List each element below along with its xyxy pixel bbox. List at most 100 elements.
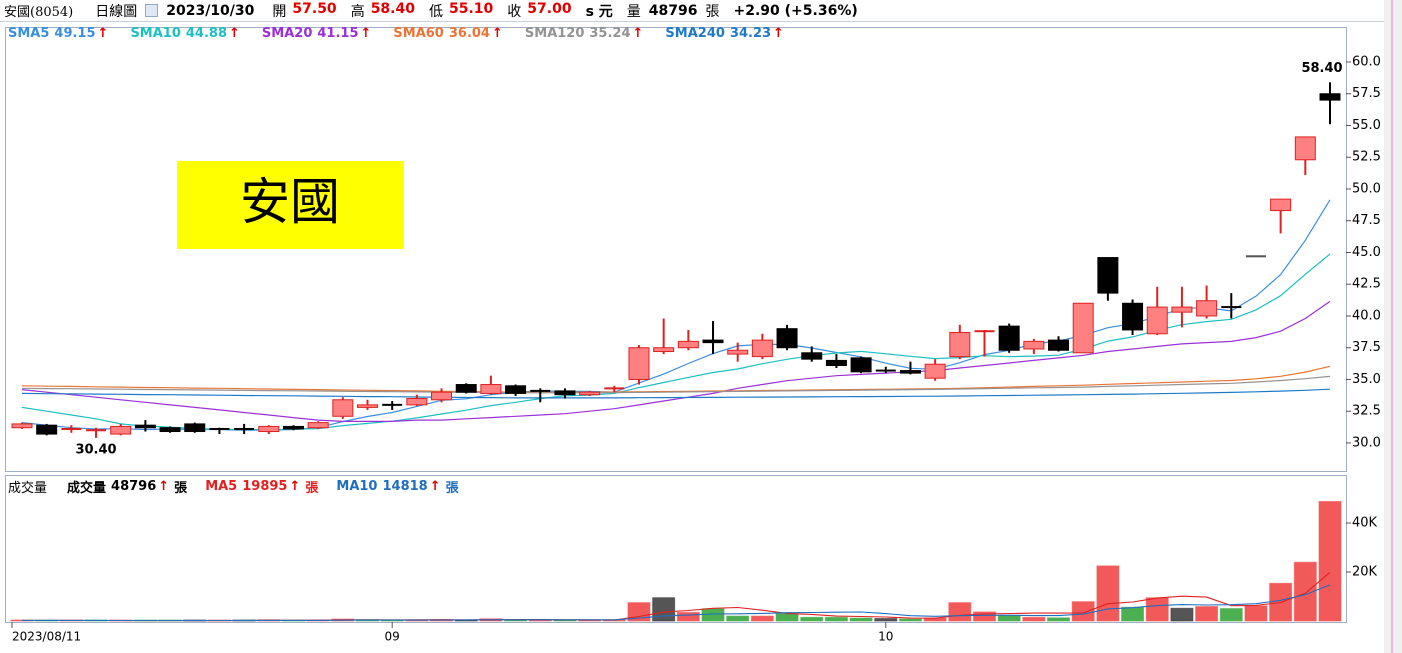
legend-value: 19895: [242, 479, 288, 494]
volume-label: 量: [626, 3, 641, 20]
scrollbar[interactable]: [1384, 0, 1402, 653]
x-tick-label: 10: [878, 630, 893, 644]
change: +2.90 (+5.36%): [733, 2, 858, 19]
sma-line: [21, 199, 1331, 431]
volume-unit: 張: [705, 3, 720, 20]
candle-body: [727, 349, 749, 355]
candle-body: [1146, 306, 1168, 335]
y-tick-label: 60.0: [1352, 55, 1381, 70]
checkbox[interactable]: [145, 4, 159, 17]
y-tick-label: 35.0: [1352, 372, 1381, 387]
legend-unit: 張: [305, 481, 319, 496]
date: 2023/10/30: [166, 2, 255, 19]
volume-bar: [775, 613, 799, 622]
legend-name: 成交量: [67, 481, 107, 496]
high-label: 58.40: [1301, 61, 1342, 76]
candle-body: [702, 339, 724, 344]
candle-body: [1171, 306, 1193, 313]
candle-body: [1072, 302, 1094, 354]
candle-body: [998, 325, 1020, 351]
candle-body: [307, 422, 329, 429]
legend-item[interactable]: 成交量 48796 ↑ 張: [67, 477, 187, 496]
legend-item[interactable]: SMA120 35.24 ↑: [525, 26, 644, 41]
legend-value: 14818: [382, 479, 428, 494]
candle-body: [801, 352, 823, 360]
volume-bar: [824, 616, 848, 622]
candle-body: [899, 370, 921, 374]
volume-bar: [997, 615, 1021, 622]
candle-body: [505, 385, 527, 394]
legend-name: MA10: [336, 479, 378, 494]
y-tick-label: 57.5: [1352, 86, 1381, 101]
volume-ma-line: [22, 584, 1331, 622]
legend-value: 35.24: [589, 26, 631, 41]
legend-arrow: ↑: [158, 479, 170, 494]
candle-body: [159, 427, 181, 433]
quote-field: 開 57.50: [272, 1, 336, 21]
legend-item[interactable]: MA10 14818 ↑ 張: [336, 477, 458, 496]
candle-body: [282, 425, 304, 430]
candle-body: [1270, 198, 1292, 212]
candle-body: [382, 403, 403, 406]
candle-body: [579, 391, 601, 396]
volume-bar: [1047, 617, 1071, 622]
legend-arrow: ↑: [289, 479, 301, 494]
legend-name: SMA60: [393, 26, 444, 41]
field-value: 57.50: [292, 0, 337, 17]
legend-arrow: ↑: [773, 26, 784, 41]
sma-line: [21, 300, 1331, 422]
legend-item[interactable]: SMA60 36.04 ↑: [393, 26, 502, 41]
candle-body: [332, 399, 354, 417]
field-label: 收: [507, 3, 522, 20]
legend-arrow: ↑: [360, 26, 372, 41]
candle-body: [850, 357, 872, 373]
y-tick-label: 55.0: [1352, 118, 1381, 133]
legend-name: MA5: [205, 479, 238, 494]
volume-bar: [750, 615, 774, 622]
quote-field: 收 57.00: [507, 1, 571, 21]
y-tick-label: 32.5: [1352, 404, 1381, 419]
candle-body: [234, 427, 255, 430]
legend-arrow: ↑: [491, 26, 503, 41]
legend-item[interactable]: SMA10 44.88 ↑: [130, 26, 239, 41]
legend-item[interactable]: SMA5 49.15 ↑: [8, 26, 108, 41]
symbol: 安國(8054): [4, 5, 74, 20]
candle-body: [61, 427, 82, 430]
legend-name: SMA20: [261, 26, 313, 41]
volume-bar: [1096, 565, 1120, 622]
candle-body: [776, 328, 798, 349]
volume-bar: [1121, 606, 1145, 622]
field-label: 低: [428, 3, 443, 20]
legend-item[interactable]: SMA20 41.15 ↑: [262, 26, 371, 41]
candle-body: [480, 384, 502, 394]
legend-value: 49.15: [54, 26, 96, 41]
legend-value: 41.15: [317, 26, 359, 41]
legend-item[interactable]: MA5 19895 ↑ 張: [205, 477, 318, 496]
field-value: 57.00: [527, 0, 572, 17]
volume-legend: 成交量 成交量 48796 ↑ 張 MA5 19895 ↑ 張 MA10 14818 ↑ 張: [8, 477, 459, 496]
legend-name: SMA120: [524, 26, 585, 41]
volume: 48796: [648, 2, 698, 19]
candle-body: [134, 424, 156, 429]
annotation-box: [177, 161, 404, 249]
legend-item[interactable]: SMA240 34.23 ↑: [665, 26, 784, 41]
period[interactable]: 日線圖: [95, 3, 138, 20]
y-tick-label: 42.5: [1352, 277, 1381, 292]
y-tick-label: 30.0: [1352, 435, 1381, 450]
legend-unit: 張: [174, 481, 188, 496]
candle-body: [406, 398, 428, 406]
volume-bar: [1244, 605, 1268, 622]
volume-panel: [5, 475, 1347, 623]
volume-bar: [1170, 607, 1194, 622]
candle-body: [1245, 255, 1266, 258]
quote-field: 高 58.40: [351, 1, 415, 21]
candle-body: [1097, 257, 1119, 294]
volume-title: 成交量: [8, 481, 48, 496]
candle-body: [357, 404, 379, 408]
volume-bar: [1071, 601, 1095, 622]
y-tick-label: 20K: [1352, 565, 1378, 580]
y-tick-label: 47.5: [1352, 213, 1381, 228]
candle-body: [1048, 339, 1070, 351]
candle-body: [184, 423, 206, 433]
sma-line: [21, 365, 1331, 393]
